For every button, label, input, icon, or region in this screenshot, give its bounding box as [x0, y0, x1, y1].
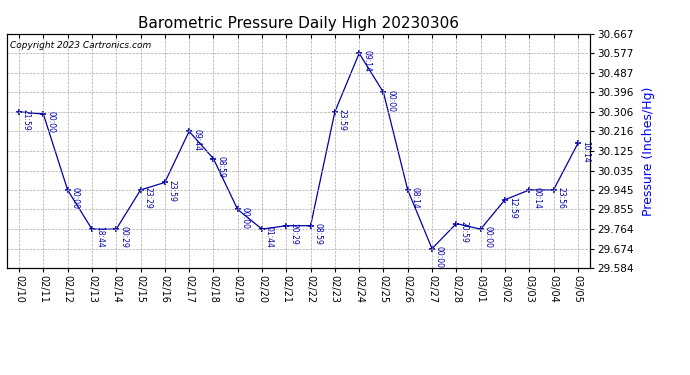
Text: 00:00: 00:00 — [46, 111, 55, 133]
Text: 08:14: 08:14 — [411, 187, 420, 209]
Text: 00:00: 00:00 — [435, 246, 444, 268]
Text: 00:14: 00:14 — [532, 187, 541, 209]
Text: 23:56: 23:56 — [556, 187, 565, 209]
Text: 20:29: 20:29 — [289, 223, 298, 245]
Text: Copyright 2023 Cartronics.com: Copyright 2023 Cartronics.com — [10, 41, 151, 50]
Text: 00:29: 00:29 — [119, 226, 128, 248]
Title: Barometric Pressure Daily High 20230306: Barometric Pressure Daily High 20230306 — [138, 16, 459, 31]
Text: 01:44: 01:44 — [265, 226, 274, 248]
Text: 23:29: 23:29 — [144, 187, 152, 209]
Text: 00:00: 00:00 — [386, 90, 395, 112]
Text: 09:14: 09:14 — [362, 50, 371, 72]
Text: 12:59: 12:59 — [508, 197, 517, 219]
Text: 10:14: 10:14 — [581, 141, 590, 162]
Text: 00:00: 00:00 — [484, 226, 493, 248]
Text: 00:00: 00:00 — [70, 187, 79, 209]
Text: 08:59: 08:59 — [216, 156, 226, 178]
Text: 18:44: 18:44 — [95, 226, 103, 248]
Text: 21:59: 21:59 — [22, 109, 31, 131]
Text: 08:59: 08:59 — [313, 223, 322, 245]
Text: 09:44: 09:44 — [192, 129, 201, 150]
Y-axis label: Pressure (Inches/Hg): Pressure (Inches/Hg) — [642, 86, 655, 216]
Text: 20:59: 20:59 — [460, 221, 469, 243]
Text: 23:59: 23:59 — [168, 180, 177, 201]
Text: 23:59: 23:59 — [338, 109, 347, 131]
Text: 00:00: 00:00 — [241, 207, 250, 229]
